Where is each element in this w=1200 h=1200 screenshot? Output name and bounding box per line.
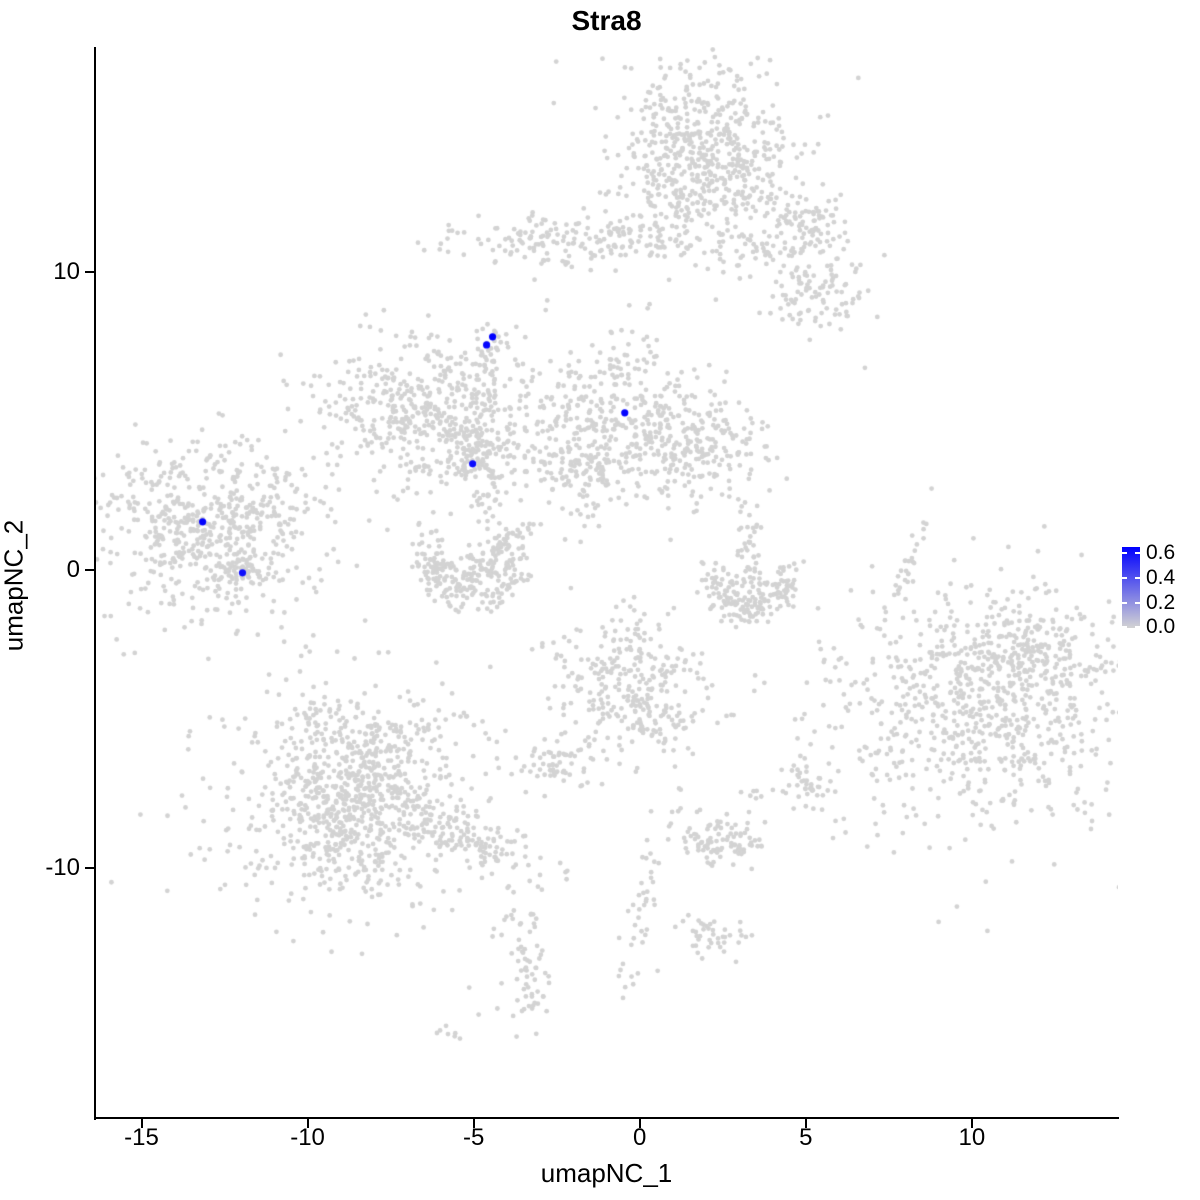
expression-legend: 0.6 0.4 0.2 0.0 — [1122, 541, 1200, 638]
y-axis-title: umapNC_2 — [0, 519, 29, 652]
legend-tick-label: 0.4 — [1146, 566, 1176, 590]
x-tick-mark — [140, 1119, 143, 1128]
legend-tick-mark — [1135, 552, 1140, 555]
y-axis-line — [94, 47, 96, 1120]
scatter-plot-canvas — [95, 47, 1118, 1118]
x-tick-mark — [804, 1119, 807, 1128]
x-tick-mark — [638, 1119, 641, 1128]
y-tick-mark — [85, 270, 94, 273]
legend-tick-mark — [1135, 626, 1140, 628]
legend-tick-mark — [1122, 552, 1127, 555]
x-axis-line — [94, 1117, 1119, 1119]
y-tick-label: 0 — [66, 555, 80, 583]
legend-tick-label: 0.6 — [1146, 541, 1176, 565]
x-axis-title: umapNC_1 — [540, 1158, 673, 1188]
x-tick-label: -10 — [290, 1124, 325, 1151]
x-tick-label: -15 — [124, 1124, 159, 1151]
legend-tick-mark — [1122, 626, 1127, 628]
x-tick-mark — [472, 1119, 475, 1128]
legend-tick-label: 0.0 — [1146, 615, 1176, 638]
legend-colorbar — [1122, 547, 1140, 628]
x-tick-label: 0 — [633, 1124, 647, 1151]
y-tick-label: 10 — [53, 257, 80, 285]
y-tick-mark — [85, 866, 94, 869]
legend-tick-mark — [1135, 602, 1140, 605]
legend-tick-mark — [1122, 602, 1127, 605]
x-tick-label: -5 — [462, 1124, 485, 1151]
legend-tick-mark — [1135, 577, 1140, 580]
x-tick-mark — [306, 1119, 309, 1128]
x-tick-mark — [970, 1119, 973, 1128]
legend-tick-label: 0.2 — [1146, 591, 1176, 615]
x-tick-label: 10 — [958, 1124, 986, 1151]
plot-title: Stra8 — [571, 5, 642, 36]
y-tick-mark — [85, 568, 94, 571]
y-tick-label: -10 — [45, 853, 80, 881]
legend-tick-mark — [1122, 577, 1127, 580]
x-tick-label: 5 — [799, 1124, 813, 1151]
